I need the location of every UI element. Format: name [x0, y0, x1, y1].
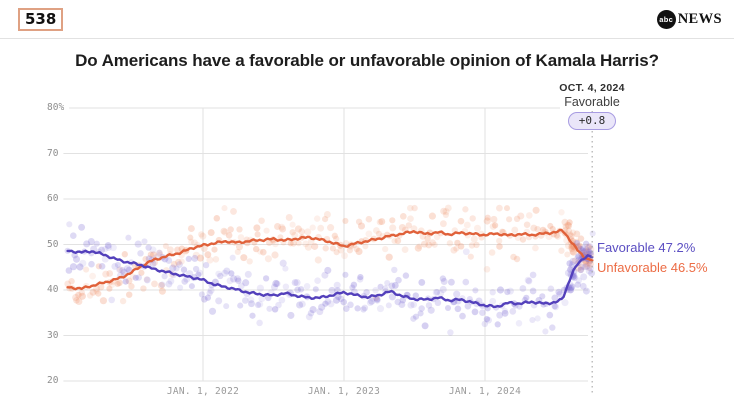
- y-tick-label: 20: [47, 375, 59, 386]
- y-tick-label: 40: [47, 284, 59, 295]
- abc-news-logo[interactable]: abc NEWS: [656, 10, 722, 29]
- annotation-date: OCT. 4, 2024: [559, 82, 625, 94]
- chart-title: Do Americans have a favorable or unfavor…: [75, 51, 659, 70]
- abc-news-wordmark: NEWS: [677, 11, 722, 27]
- net-favorability-badge: +0.8: [567, 112, 617, 130]
- annotation-series-label: Favorable: [564, 95, 620, 109]
- abc-circle-icon: abc: [656, 10, 676, 29]
- y-tick-label: 30: [47, 329, 59, 341]
- y-tick-label: 60: [47, 193, 59, 204]
- latest-point-annotation: OCT. 4, 2024 Favorable +0.8: [512, 82, 672, 130]
- x-tick-label: JAN. 1, 2022: [166, 386, 240, 397]
- y-tick-label: 80%: [47, 102, 65, 113]
- unfavorable-end-label: Unfavorable 46.5%: [597, 260, 708, 275]
- favorable-end-label: Favorable 47.2%: [597, 240, 696, 255]
- site-header: 538 abc NEWS: [0, 0, 734, 39]
- y-tick-label: 70: [47, 147, 59, 159]
- fivethirtyeight-logo[interactable]: 538: [18, 8, 64, 31]
- x-tick-label: JAN. 1, 2024: [448, 386, 522, 397]
- y-tick-label: 50: [47, 238, 59, 250]
- x-tick-label: JAN. 1, 2023: [307, 386, 381, 397]
